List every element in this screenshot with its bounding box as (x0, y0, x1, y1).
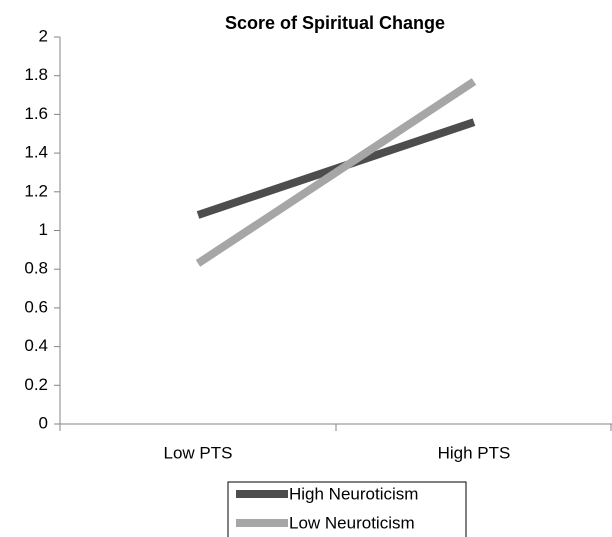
y-tick-label: 0 (39, 413, 48, 432)
legend-label: Low Neuroticism (289, 513, 415, 532)
chart-title: Score of Spiritual Change (225, 13, 445, 33)
y-tick-label: 2 (39, 26, 48, 45)
y-tick-label: 1 (39, 220, 48, 239)
y-tick-label: 0.6 (24, 297, 48, 316)
series-line (195, 78, 477, 267)
y-tick-label: 1.2 (24, 181, 48, 200)
legend-label: High Neuroticism (289, 484, 418, 503)
y-tick-label: 1.6 (24, 104, 48, 123)
y-tick-label: 0.8 (24, 259, 48, 278)
y-tick-label: 0.4 (24, 336, 48, 355)
x-tick-label: Low PTS (164, 443, 233, 462)
y-tick-label: 1.8 (24, 65, 48, 84)
y-tick-label: 0.2 (24, 375, 48, 394)
x-tick-label: High PTS (438, 443, 511, 462)
y-tick-label: 1.4 (24, 143, 48, 162)
